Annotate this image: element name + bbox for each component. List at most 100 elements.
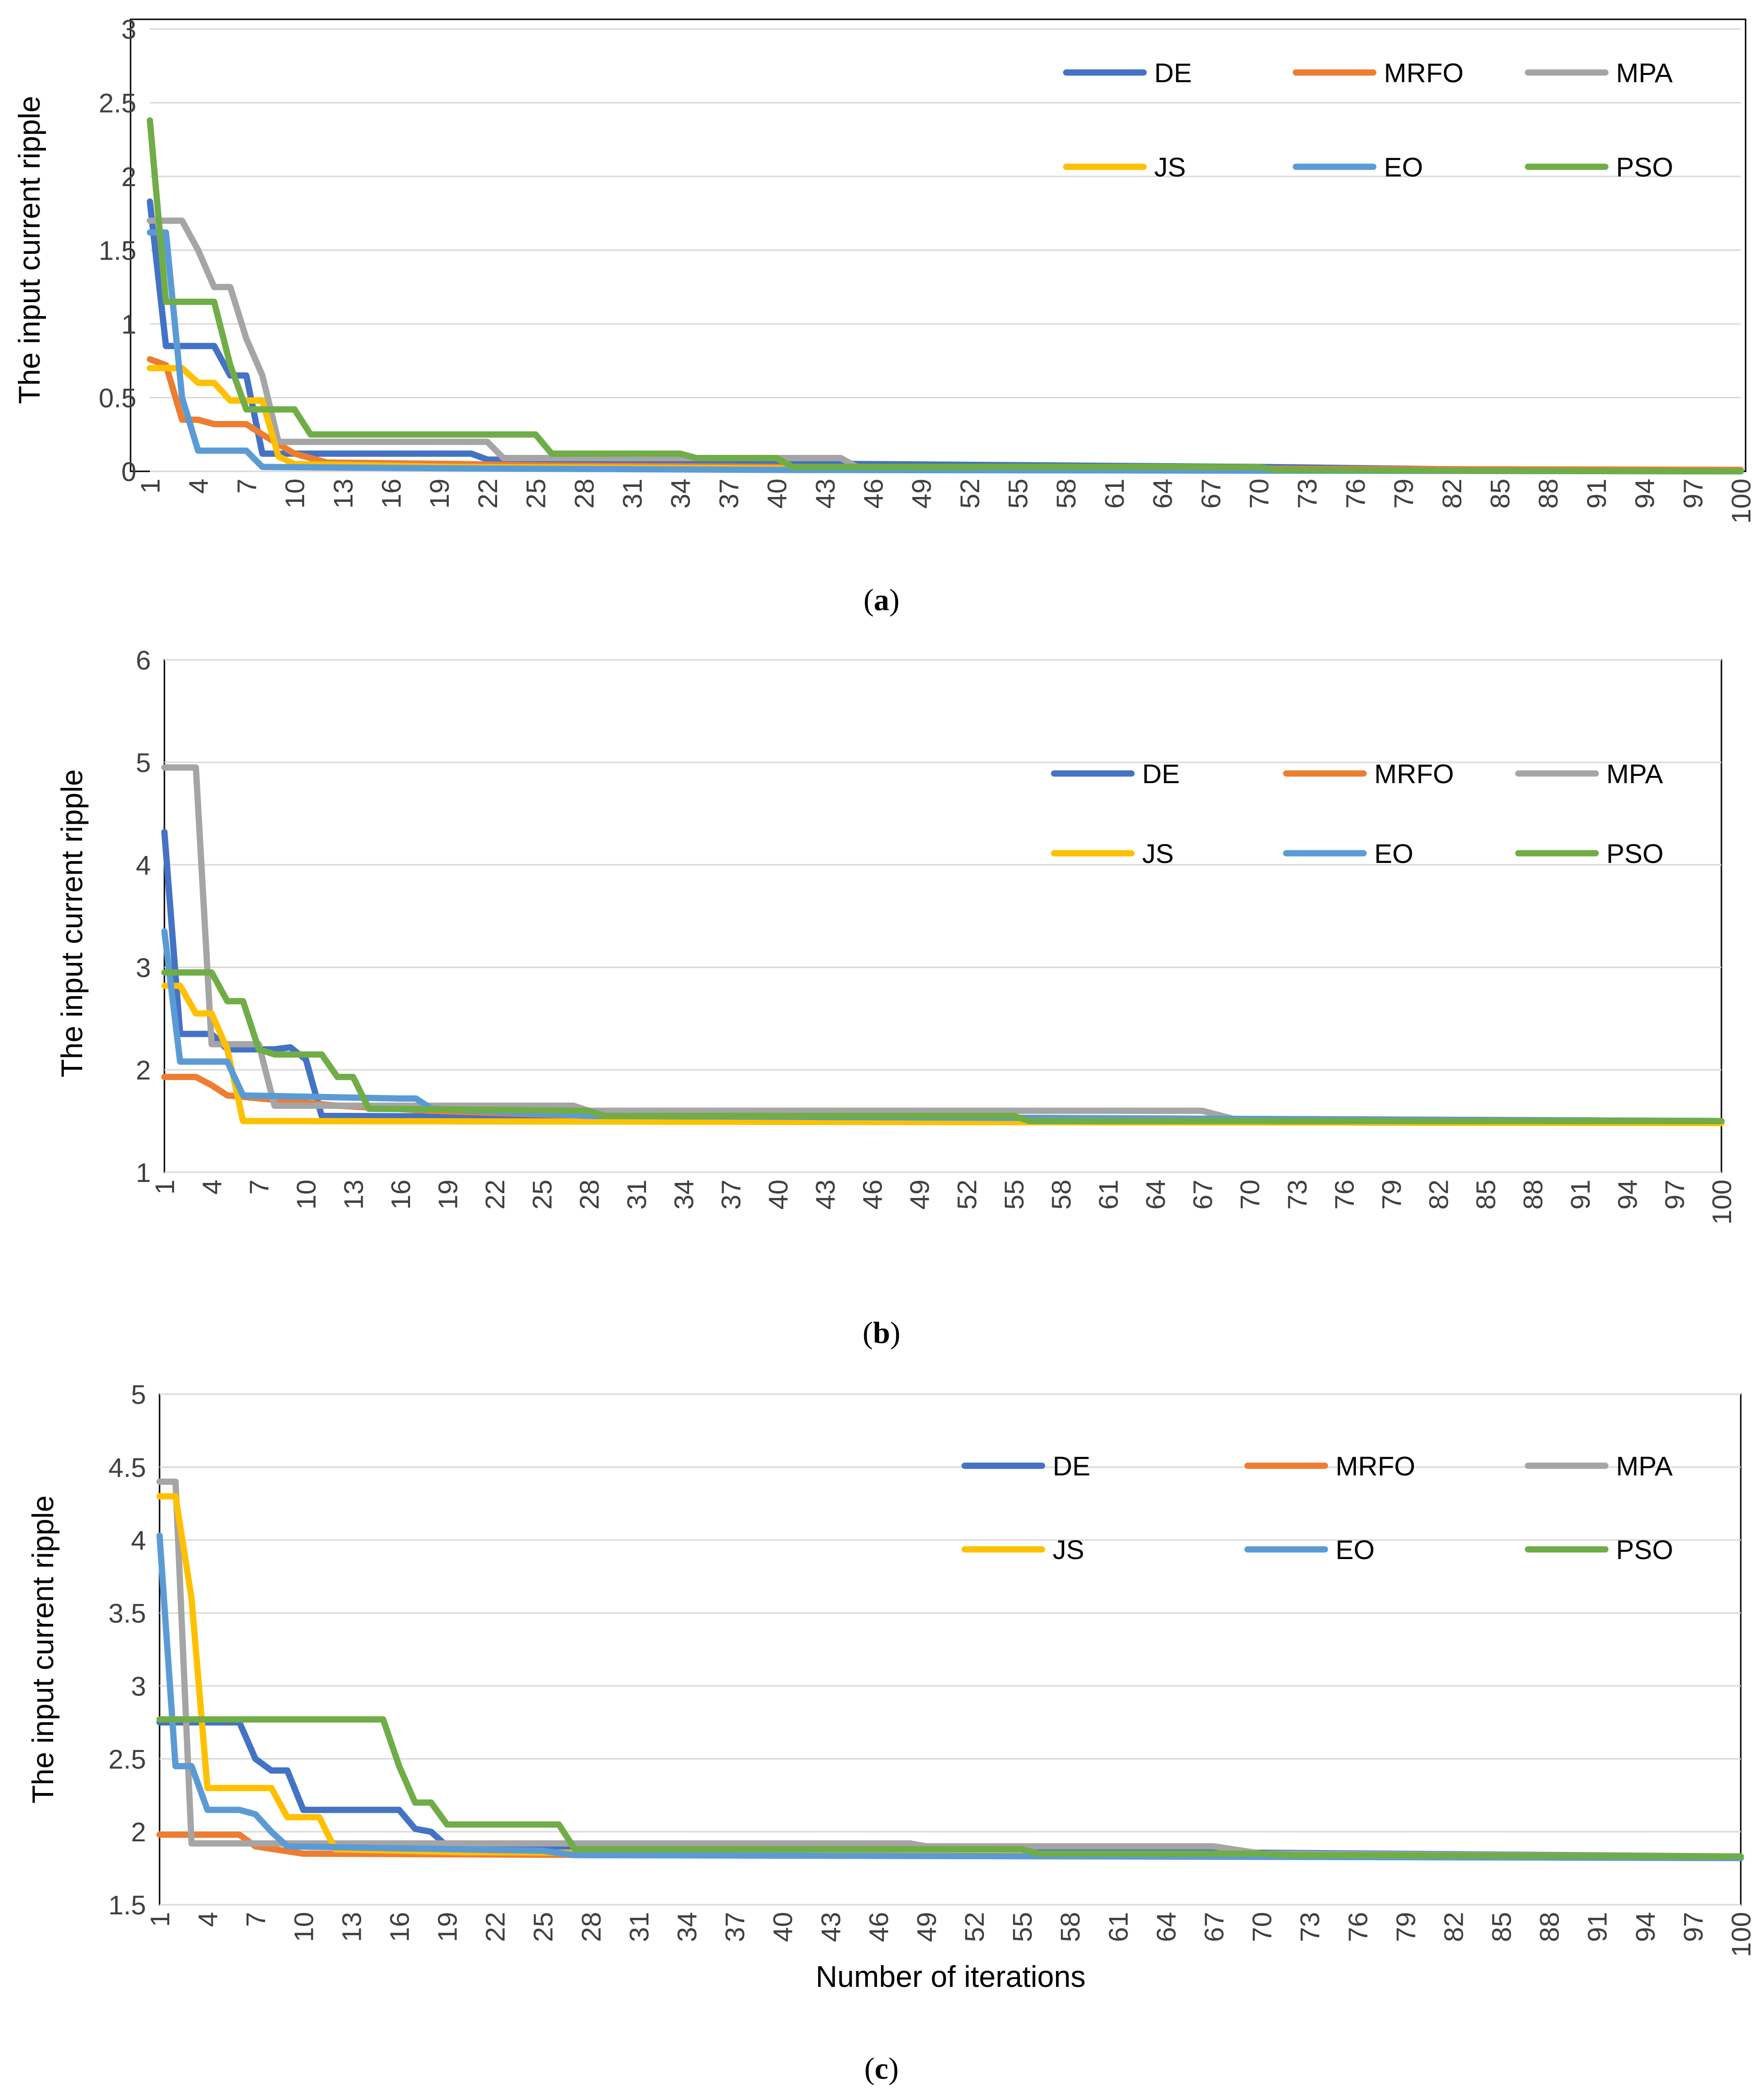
x-tick-label: 82 [1437,479,1467,509]
x-tick-label: 34 [665,479,696,509]
x-tick-label: 91 [1565,1180,1595,1210]
x-tick-label: 73 [1292,479,1322,509]
legend-label-eo: EO [1336,1534,1375,1565]
x-tick-label: 49 [906,479,937,509]
caption-letter: c [875,2051,888,2085]
series-line-mpa [161,764,1725,1124]
x-tick-label: 97 [1659,1180,1690,1210]
x-axis-label: Number of iterations [816,1960,1086,1994]
y-tick-label: 6 [136,645,151,675]
legend-label-js: JS [1142,838,1174,869]
x-tick-label: 64 [1140,1180,1171,1210]
legend-label-mrfo: MRFO [1384,58,1464,88]
x-tick-label: 31 [624,1912,654,1942]
caption-paren-open: ( [863,1315,873,1350]
x-tick-label: 58 [1051,479,1081,509]
x-tick-label: 22 [472,479,503,509]
series-line-pso [156,1716,1744,1860]
y-tick-label: 1.5 [108,1890,146,1920]
x-tick-label: 55 [1003,479,1033,509]
x-tick-label: 61 [1103,1912,1133,1942]
x-tick-label: 25 [521,479,551,509]
x-tick-label: 88 [1518,1180,1548,1210]
series-line-js [161,982,1725,1126]
y-tick-label: 3 [131,1671,146,1701]
x-tick-label: 76 [1340,479,1370,509]
x-tick-label: 25 [528,1912,558,1942]
x-tick-label: 22 [480,1180,510,1210]
y-tick-label: 2 [131,1817,146,1847]
y-tick-label: 3.5 [108,1598,146,1629]
y-tick-label: 1 [121,309,136,339]
x-tick-label: 67 [1188,1180,1218,1210]
x-tick-label: 61 [1093,1180,1124,1210]
y-axis-label: The input current ripple [27,1495,60,1804]
y-tick-label: 2 [136,1055,151,1085]
x-tick-label: 79 [1390,1912,1421,1942]
series-line-js [156,1493,1744,1860]
x-tick-label: 79 [1388,479,1419,509]
x-tick-label: 7 [244,1180,274,1195]
plot-border [159,1393,1742,1906]
x-tick-label: 67 [1195,479,1226,509]
legend-label-js: JS [1154,152,1186,182]
x-tick-label: 28 [569,479,599,509]
x-tick-label: 73 [1282,1180,1312,1210]
y-tick-label: 2.5 [108,1744,146,1774]
series-line-de [147,198,1744,475]
x-tick-label: 58 [1055,1912,1086,1942]
panel-caption: (a) [864,583,900,617]
x-tick-label: 49 [911,1912,941,1942]
x-tick-label: 16 [376,479,406,509]
x-tick-label: 13 [338,1180,368,1210]
x-tick-label: 49 [904,1180,935,1210]
x-tick-label: 19 [424,479,455,509]
x-tick-label: 58 [1046,1180,1076,1210]
legend-label-de: DE [1142,758,1180,789]
x-tick-label: 16 [384,1912,414,1942]
y-tick-label: 4.5 [108,1452,146,1483]
legend-label-mpa: MPA [1616,58,1673,88]
x-tick-label: 55 [1007,1912,1038,1942]
x-tick-label: 97 [1677,479,1708,509]
y-tick-label: 3 [121,14,136,44]
x-tick-label: 76 [1329,1180,1359,1210]
series-line-pso [147,117,1744,475]
x-tick-label: 76 [1342,1912,1373,1942]
x-tick-label: 94 [1630,479,1660,509]
x-tick-label: 46 [857,1180,888,1210]
x-tick-label: 82 [1424,1180,1454,1210]
legend-label-js: JS [1053,1534,1084,1565]
legend-label-de: DE [1053,1451,1090,1481]
x-tick-label: 100 [1706,1180,1737,1225]
x-tick-label: 4 [197,1180,227,1195]
x-tick-label: 94 [1630,1912,1660,1942]
plot-border [130,18,1747,472]
x-tick-label: 88 [1533,479,1563,509]
x-tick-label: 85 [1470,1180,1501,1210]
x-tick-label: 4 [183,479,214,494]
x-tick-label: 73 [1294,1912,1325,1942]
y-tick-label: 2 [121,161,136,192]
y-tick-label: 0.5 [99,383,136,413]
series-line-pso [161,969,1725,1124]
x-tick-label: 91 [1581,479,1612,509]
x-tick-label: 82 [1438,1912,1469,1942]
x-tick-label: 13 [328,479,358,509]
x-tick-label: 100 [1726,479,1756,524]
x-tick-label: 79 [1376,1180,1407,1210]
series-line-de [161,829,1725,1124]
x-tick-label: 64 [1147,479,1178,509]
y-tick-label: 2.5 [99,88,136,118]
caption-paren-close: ) [890,1315,900,1350]
x-tick-label: 40 [767,1912,798,1942]
x-tick-label: 10 [291,1180,322,1210]
x-tick-label: 43 [810,479,840,509]
x-tick-label: 70 [1247,1912,1277,1942]
x-tick-label: 31 [617,479,647,509]
x-tick-label: 70 [1234,1180,1265,1210]
x-tick-label: 40 [763,1180,793,1210]
chart-panel-c: 1.5 2 2.5 3 3.5 4 4.5 5 1 4 7 10 13 16 19 22 25 28 31 34 37 4… [27,1379,1756,2085]
x-tick-label: 28 [576,1912,606,1942]
